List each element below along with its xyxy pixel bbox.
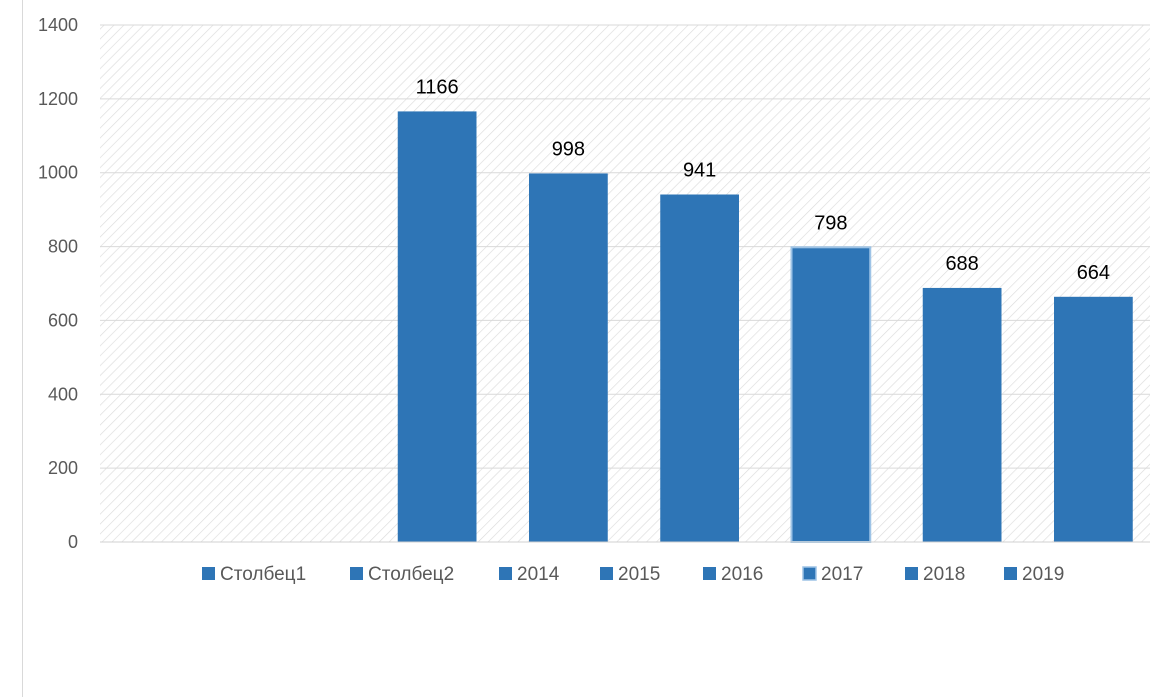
legend-label: 2015 bbox=[618, 564, 660, 585]
data-label: 941 bbox=[683, 160, 716, 182]
data-labels: 1166 998 941 798 688 664 bbox=[416, 76, 1110, 283]
chart-frame bbox=[22, 0, 1160, 697]
legend: Столбец1 Столбец2 2014 2015 2016 2017 2018 2019 bbox=[202, 564, 1064, 585]
y-tick-label: 200 bbox=[48, 458, 78, 478]
legend-label: 2014 bbox=[517, 564, 560, 585]
legend-label: Столбец1 bbox=[220, 564, 306, 585]
data-label: 1166 bbox=[416, 76, 459, 98]
bar bbox=[790, 246, 872, 543]
legend-swatch bbox=[703, 567, 716, 580]
legend-swatch bbox=[600, 567, 613, 580]
y-axis: 0 200 400 600 800 1000 1200 1400 bbox=[38, 15, 78, 552]
bar bbox=[1054, 296, 1133, 542]
legend-swatch bbox=[350, 567, 363, 580]
data-label: 998 bbox=[552, 138, 585, 160]
bar bbox=[529, 173, 608, 542]
legend-label: 2019 bbox=[1022, 564, 1064, 585]
legend-swatch bbox=[202, 567, 215, 580]
bar bbox=[922, 287, 1002, 542]
y-tick-label: 600 bbox=[48, 310, 78, 330]
y-tick-label: 0 bbox=[68, 532, 78, 552]
legend-label: Столбец2 bbox=[368, 564, 454, 585]
data-label: 798 bbox=[814, 212, 847, 234]
y-tick-label: 1400 bbox=[38, 15, 78, 35]
y-tick-label: 800 bbox=[48, 237, 78, 257]
legend-label: 2018 bbox=[923, 564, 965, 585]
legend-swatch bbox=[905, 567, 918, 580]
y-tick-label: 400 bbox=[48, 384, 78, 404]
data-label: 664 bbox=[1077, 262, 1110, 284]
legend-label: 2016 bbox=[721, 564, 763, 585]
y-tick-label: 1000 bbox=[38, 163, 78, 183]
legend-label: 2017 bbox=[821, 564, 863, 585]
legend-swatch bbox=[499, 567, 512, 580]
bars bbox=[397, 111, 1133, 543]
bar bbox=[397, 111, 477, 543]
bar bbox=[660, 194, 739, 542]
data-label: 688 bbox=[945, 253, 978, 275]
y-tick-label: 1200 bbox=[38, 89, 78, 109]
legend-swatch bbox=[802, 566, 817, 581]
legend-swatch bbox=[1004, 567, 1017, 580]
